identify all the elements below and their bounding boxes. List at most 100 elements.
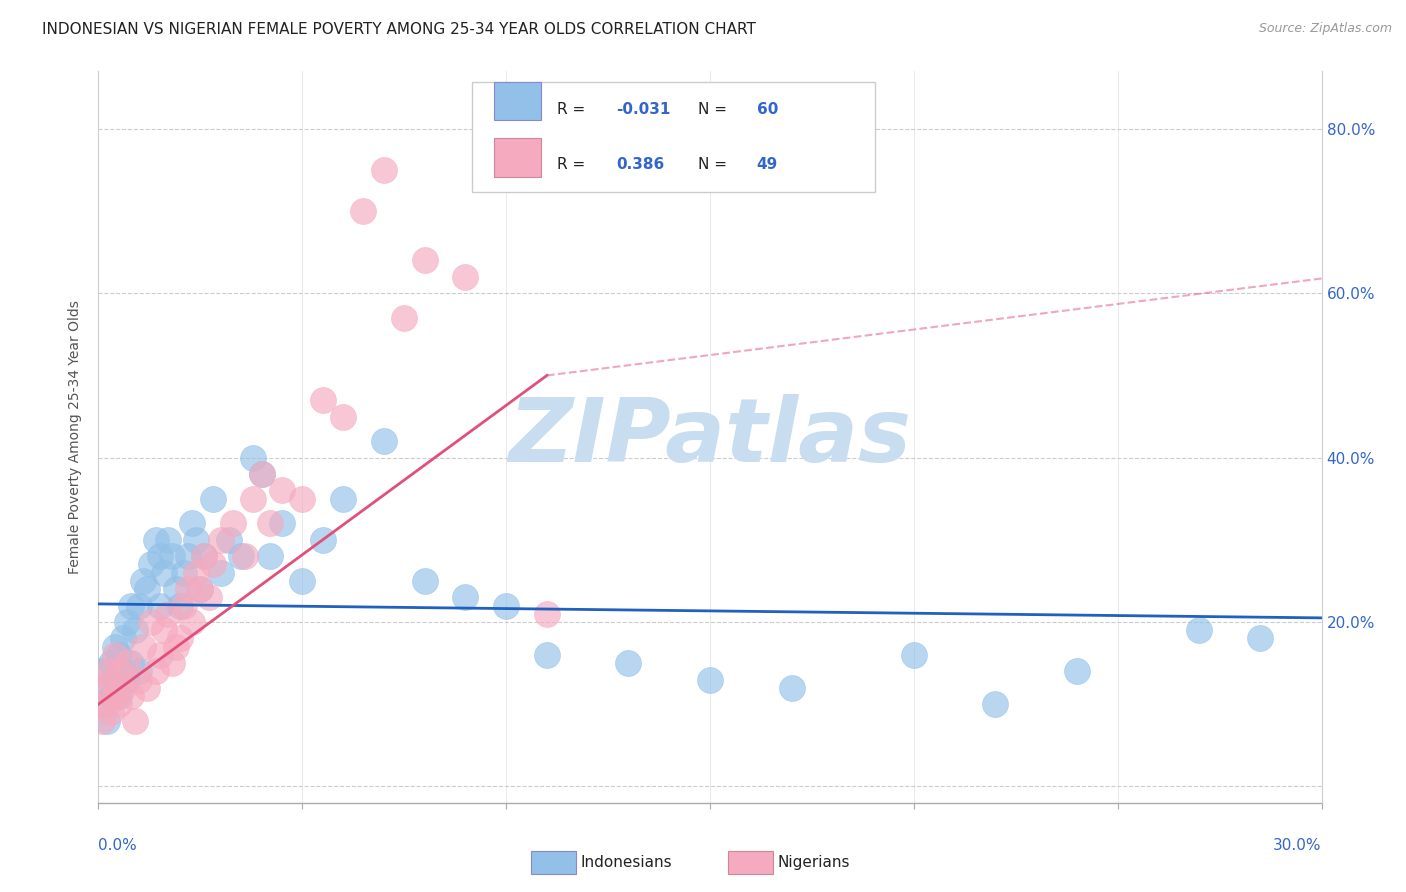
Point [373,163,395,178]
Point [165,582,187,596]
Point [120,656,142,670]
Point [96,714,118,728]
Point [115,615,138,629]
Point [91,665,114,679]
Point [242,450,264,465]
Point [181,615,204,629]
Point [91,697,114,711]
Point [250,467,273,481]
Point [291,491,314,506]
Text: Source: ZipAtlas.com: Source: ZipAtlas.com [1258,22,1392,36]
Point [111,681,134,695]
Point [96,697,118,711]
Point [392,310,416,325]
Text: R =: R = [557,102,591,117]
Point [332,409,354,424]
Point [115,656,138,670]
Point [100,706,122,720]
Point [903,648,925,662]
Point [201,558,224,572]
Text: Indonesians: Indonesians [581,855,672,870]
Point [209,566,232,580]
Point [233,549,256,564]
Point [1066,665,1088,679]
Text: N =: N = [697,157,731,172]
Point [91,681,114,695]
Text: -0.031: -0.031 [616,102,671,117]
Point [108,648,131,662]
Point [136,681,159,695]
Point [495,599,517,613]
Point [177,549,200,564]
Point [145,665,167,679]
Point [149,599,172,613]
Point [108,689,131,703]
Point [100,656,122,670]
Text: ZIPatlas: ZIPatlas [509,393,911,481]
Point [352,204,374,219]
Point [201,491,224,506]
Point [160,656,183,670]
Point [186,566,208,580]
Point [984,697,1007,711]
Point [136,582,159,596]
Text: INDONESIAN VS NIGERIAN FEMALE POVERTY AMONG 25-34 YEAR OLDS CORRELATION CHART: INDONESIAN VS NIGERIAN FEMALE POVERTY AM… [42,22,756,37]
Point [312,393,335,408]
Point [104,648,127,662]
Point [454,591,477,605]
Point [373,434,395,449]
Point [209,533,232,547]
Point [231,549,253,564]
Point [104,640,127,654]
Point [312,533,335,547]
Point [100,673,122,687]
Point [108,665,131,679]
Point [1188,624,1211,638]
Point [218,533,240,547]
FancyBboxPatch shape [494,138,541,177]
Text: Nigerians: Nigerians [778,855,851,870]
Point [111,665,134,679]
Point [156,607,179,621]
Point [104,673,127,687]
Text: 60: 60 [756,102,778,117]
Point [100,689,122,703]
Point [141,558,163,572]
FancyBboxPatch shape [494,81,541,120]
Point [173,566,195,580]
Point [160,549,183,564]
Point [413,574,436,588]
Y-axis label: Female Poverty Among 25-34 Year Olds: Female Poverty Among 25-34 Year Olds [69,300,83,574]
Point [188,582,212,596]
Point [193,549,215,564]
Point [242,491,264,506]
Point [141,615,163,629]
Point [111,632,134,646]
Point [108,697,131,711]
Text: 30.0%: 30.0% [1274,838,1322,854]
Point [120,689,142,703]
Point [250,467,273,481]
Point [132,640,155,654]
Point [332,491,354,506]
Point [124,624,146,638]
Point [96,681,118,695]
Point [1249,632,1271,646]
Point [259,516,281,531]
Point [91,714,114,728]
Point [291,574,314,588]
Point [132,574,155,588]
Point [165,640,187,654]
Point [145,533,167,547]
Point [104,689,127,703]
Point [699,673,721,687]
Point [270,516,294,531]
Point [193,549,215,564]
Point [617,656,640,670]
Point [259,549,281,564]
Point [169,632,191,646]
Point [149,648,172,662]
FancyBboxPatch shape [471,82,875,192]
Point [128,673,150,687]
Point [149,549,172,564]
